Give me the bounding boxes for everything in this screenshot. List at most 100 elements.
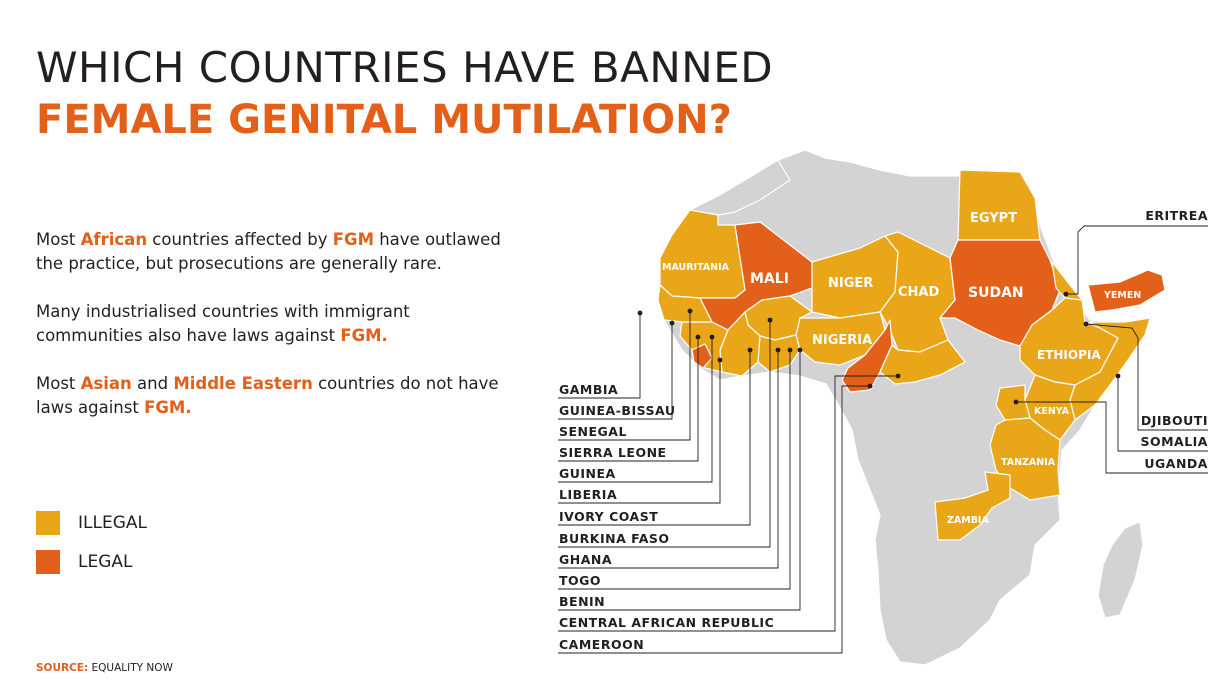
map-label-mauritania: MAURITANIA (662, 262, 730, 273)
leader-line-uganda (1016, 401, 1208, 474)
callout-label-djibouti: DJIBOUTI (1141, 413, 1208, 428)
leader-dot-togo (787, 347, 793, 353)
leader-line-liberia (558, 360, 721, 504)
leader-line-benin (558, 350, 801, 611)
leader-line-gambia (558, 313, 641, 399)
leader-dot-senegal (687, 308, 693, 314)
leader-line-ghana (558, 350, 779, 569)
leader-line-djibouti (1085, 323, 1208, 431)
map-label-niger: NIGER (828, 276, 873, 291)
leader-line-guinea-bissau (558, 323, 673, 420)
paragraph-1-fragment-3: countries affected by (147, 230, 333, 249)
leader-dot-central-african-republic (895, 373, 901, 379)
callout-label-togo: TOGO (559, 573, 601, 588)
callout-label-benin: BENIN (559, 594, 605, 609)
callout-label-eritrea: ERITREA (1145, 208, 1208, 223)
leader-line-eritrea (1066, 225, 1208, 295)
paragraph-3-fragment-2: Asian (80, 374, 132, 393)
country-egypt (957, 169, 1041, 241)
legend-item-legal: LEGAL (36, 550, 133, 574)
callout-label-guinea: GUINEA (559, 466, 616, 481)
map-label-egypt: EGYPT (970, 211, 1017, 226)
country-senegal (657, 284, 713, 323)
leader-dot-ghana (775, 347, 781, 353)
leader-dot-somalia (1115, 373, 1121, 379)
legend-item-illegal: ILLEGAL (36, 511, 147, 535)
leader-dot-djibouti (1083, 321, 1089, 327)
paragraph-1-fragment-5: have outlawed the practice, but prosecut… (36, 230, 501, 273)
callout-label-somalia: SOMALIA (1140, 434, 1208, 449)
leader-line-guinea (558, 337, 713, 483)
callout-label-sierra-leone: SIERRA LEONE (559, 445, 667, 460)
leader-dot-sierra-leone (695, 334, 701, 340)
leader-line-burkina-faso (558, 320, 771, 548)
map-label-tanzania: TANZANIA (1001, 457, 1056, 468)
paragraph-3-fragment-1: Most (36, 374, 81, 393)
leader-dot-burkina-faso (767, 317, 773, 323)
intro-paragraph-2: Many industrialised countries with immig… (36, 300, 506, 348)
paragraph-2-fragment-1: Many industrialised countries with immig… (36, 302, 410, 345)
leader-line-central-african-republic (558, 375, 898, 632)
intro-paragraph-1: Most African countries affected by FGM h… (36, 228, 506, 276)
paragraph-3-fragment-4: Middle Eastern (173, 374, 313, 393)
paragraph-3-fragment-5: countries do not have laws against (36, 374, 499, 417)
map-label-kenya: KENYA (1034, 406, 1070, 417)
callout-label-cameroon: CAMEROON (559, 637, 644, 652)
map-label-ethiopia: ETHIOPIA (1037, 348, 1101, 362)
leader-dot-benin (797, 347, 803, 353)
leader-dot-cameroon (867, 383, 873, 389)
country-car (879, 339, 966, 385)
country-madagascar (1097, 521, 1144, 619)
leader-line-togo (558, 350, 791, 590)
leader-dot-guinea-bissau (669, 320, 675, 326)
paragraph-3-fragment-6: FGM. (144, 398, 192, 417)
source-label: SOURCE: (36, 662, 89, 674)
callout-label-senegal: SENEGAL (559, 424, 627, 439)
legend-swatch-illegal (36, 511, 60, 535)
callout-label-ivory-coast: IVORY COAST (559, 509, 658, 524)
callout-label-central-african-republic: CENTRAL AFRICAN REPUBLIC (559, 615, 774, 630)
paragraph-3-fragment-3: and (131, 374, 174, 393)
country-morocco (689, 159, 791, 216)
callout-label-liberia: LIBERIA (559, 487, 617, 502)
paragraph-1-fragment-4: FGM (332, 230, 374, 249)
map-label-yemen: YEMEN (1103, 290, 1141, 301)
country-sierra-leone (691, 343, 713, 369)
leader-dot-uganda (1013, 399, 1019, 405)
leader-line-sierra-leone (558, 337, 699, 462)
leader-dot-eritrea (1063, 291, 1069, 297)
map-label-sudan: SUDAN (968, 285, 1024, 301)
intro-paragraph-3: Most Asian and Middle Eastern countries … (36, 372, 506, 420)
map-label-nigeria: NIGERIA (812, 333, 872, 348)
paragraph-2-fragment-2: FGM. (340, 326, 388, 345)
map-label-zambia: ZAMBIA (947, 515, 989, 526)
callout-label-ghana: GHANA (559, 552, 612, 567)
country-zambia (934, 471, 1011, 541)
country-yemen (1087, 269, 1166, 313)
leader-dot-ivory-coast (747, 347, 753, 353)
paragraph-1-fragment-1: Most (36, 230, 81, 249)
callout-label-guinea-bissau: GUINEA-BISSAU (559, 403, 676, 418)
callout-label-uganda: UGANDA (1144, 456, 1208, 471)
callout-label-gambia: GAMBIA (559, 382, 618, 397)
leader-dot-gambia (637, 310, 643, 316)
country-somalia (1069, 317, 1151, 421)
country-sudan (939, 239, 1061, 347)
leader-dot-liberia (717, 357, 723, 363)
source-value: EQUALITY NOW (91, 662, 173, 674)
leader-line-cameroon (558, 385, 870, 654)
country-cameroon (841, 319, 893, 393)
callout-label-burkina-faso: BURKINA FASO (559, 531, 670, 546)
map-label-chad: CHAD (898, 285, 939, 300)
country-ghana-togo-benin (757, 334, 801, 373)
leader-line-ivory-coast (558, 350, 751, 526)
legend-swatch-legal (36, 550, 60, 574)
map-label-mali: MALI (750, 271, 789, 287)
legend-label-legal: LEGAL (78, 552, 133, 572)
legend-label-illegal: ILLEGAL (78, 513, 147, 533)
leader-line-senegal (558, 311, 691, 441)
leader-dot-guinea (709, 334, 715, 340)
source-note: SOURCE: EQUALITY NOW (36, 662, 173, 674)
title-line-2: FEMALE GENITAL MUTILATION? (36, 97, 732, 143)
